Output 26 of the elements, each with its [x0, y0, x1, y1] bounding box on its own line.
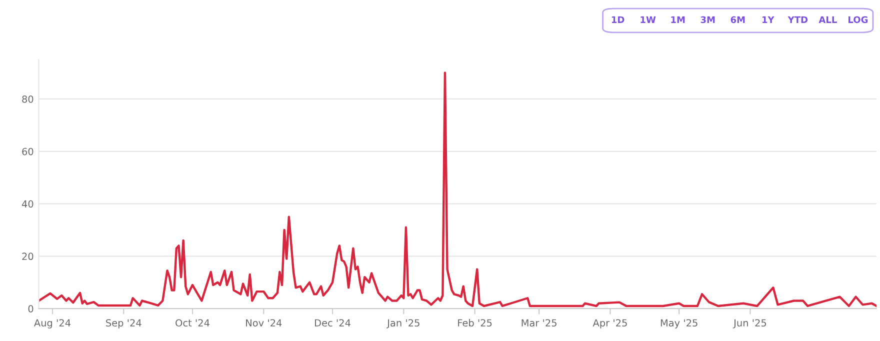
x-tick-label: Jun '25: [733, 319, 766, 328]
x-tick-label: Oct '24: [176, 319, 210, 327]
text: 1M: [671, 16, 685, 23]
text: 1W: [640, 16, 656, 23]
text: ALL: [818, 16, 837, 23]
y-tick-label: 20: [22, 252, 34, 260]
text: YTD: [788, 16, 808, 23]
y-tick-label: 40: [22, 200, 34, 208]
x-tick-label: Sep '24: [106, 319, 142, 328]
text: 1D: [612, 16, 624, 23]
x-tick-label: May '25: [660, 319, 698, 328]
line-series: [38, 72, 876, 308]
y-tick-label: 60: [22, 148, 34, 156]
x-tick-label: Mar '25: [522, 319, 556, 327]
x-tick-label: Jan '25: [386, 319, 420, 328]
text: 6M: [730, 16, 745, 24]
y-tick-label: 80: [22, 95, 34, 103]
x-tick-label: Nov '24: [246, 319, 282, 327]
x-tick-label: Apr '25: [592, 319, 627, 328]
x-tick-label: Dec '24: [314, 319, 350, 327]
text: 1Y: [762, 16, 774, 23]
text: 3M: [700, 16, 715, 24]
text: LOG: [848, 16, 868, 24]
x-tick-label: Aug '24: [34, 319, 71, 328]
y-tick-label: 0: [28, 305, 34, 312]
x-tick-label: Feb '25: [458, 319, 492, 327]
